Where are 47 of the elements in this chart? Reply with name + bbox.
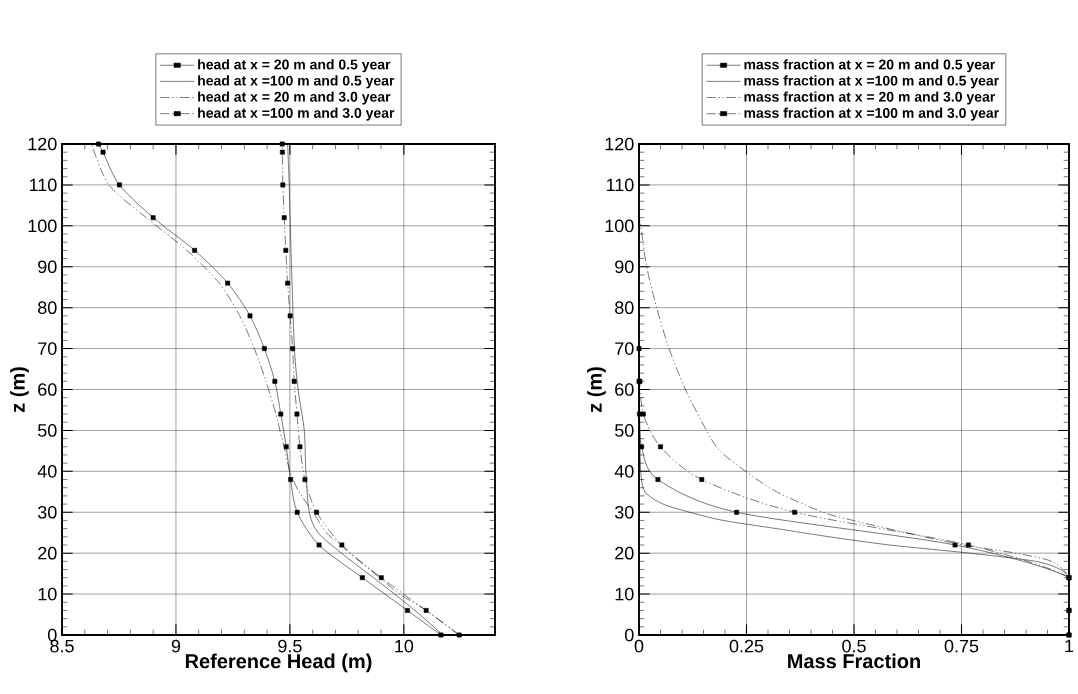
y-tick-label: 0 — [47, 628, 57, 642]
y-tick-label: 50 — [614, 424, 634, 437]
legend-label: mass fraction at x =100 m and 0.5 year — [744, 75, 999, 89]
legend-label: mass fraction at x =100 m and 3.0 year — [744, 107, 999, 121]
legend-label: head at x =100 m and 3.0 year — [198, 107, 395, 121]
y-tick-label: 30 — [614, 505, 634, 519]
y-tick-label: 90 — [615, 260, 634, 274]
x-axis-title: Reference Head (m) — [185, 653, 372, 673]
y-tick-label: 70 — [615, 342, 634, 355]
y-axis-title: z (m) — [10, 367, 29, 413]
y-tick-label: 20 — [38, 546, 57, 560]
y-tick-label: 40 — [37, 464, 57, 478]
y-tick-label: 100 — [28, 219, 57, 233]
y-tick-label: 10 — [615, 587, 634, 601]
y-tick-label: 120 — [28, 137, 57, 151]
legend-label: head at x = 20 m and 0.5 year — [198, 59, 391, 73]
y-tick-label: 70 — [38, 342, 57, 355]
x-tick-label: 9 — [171, 639, 181, 653]
x-tick-label: 0.5 — [842, 639, 866, 653]
y-tick-label: 40 — [614, 464, 634, 478]
y-tick-label: 60 — [615, 383, 634, 396]
y-tick-label: 110 — [606, 178, 634, 192]
y-tick-label: 90 — [38, 260, 57, 274]
x-axis-title: Mass Fraction — [788, 653, 920, 669]
x-tick-label: 1 — [1065, 639, 1074, 653]
x-tick-label: 10 — [395, 639, 414, 653]
y-tick-label: 10 — [38, 587, 57, 601]
legend-label: head at x =100 m and 0.5 year — [198, 75, 395, 89]
legend-label: mass fraction at x = 20 m and 0.5 year — [744, 59, 996, 73]
y-tick-label: 80 — [615, 301, 634, 315]
x-tick-label: 0.75 — [944, 639, 979, 653]
y-tick-label: 80 — [38, 301, 57, 315]
y-tick-label: 30 — [37, 505, 57, 519]
y-tick-label: 20 — [615, 546, 634, 560]
legend-label: head at x = 20 m and 3.0 year — [198, 91, 391, 105]
y-tick-label: 50 — [37, 424, 57, 437]
y-tick-label: 100 — [605, 219, 634, 233]
y-tick-label: 0 — [625, 628, 634, 642]
y-tick-label: 120 — [605, 137, 634, 151]
x-tick-label: 0 — [634, 639, 644, 653]
y-tick-label: 110 — [29, 178, 57, 192]
y-tick-label: 60 — [38, 383, 57, 396]
x-tick-label: 0.25 — [729, 639, 764, 653]
x-tick-label: 8.5 — [50, 639, 74, 653]
y-axis-title: z (m) — [587, 367, 606, 413]
x-tick-label: 9.5 — [278, 639, 302, 653]
legend-label: mass fraction at x = 20 m and 3.0 year — [744, 91, 996, 105]
